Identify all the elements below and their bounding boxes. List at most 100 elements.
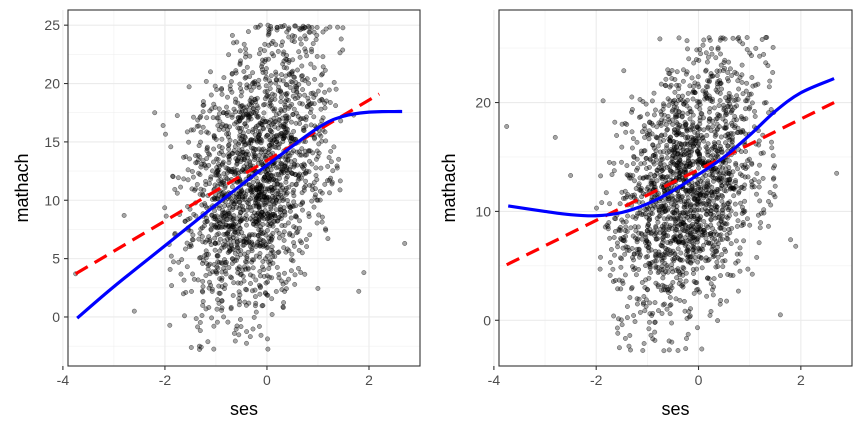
data-point (316, 141, 322, 147)
data-point (200, 278, 206, 284)
data-point (642, 211, 648, 217)
data-point (191, 276, 197, 282)
data-point (666, 338, 672, 344)
data-point (266, 56, 271, 62)
data-point (301, 166, 307, 172)
data-point (711, 140, 717, 146)
data-point (653, 223, 659, 229)
data-point (703, 258, 709, 264)
data-point (694, 266, 700, 272)
data-point (695, 133, 701, 139)
data-point (289, 101, 295, 107)
data-point (197, 320, 203, 325)
data-point (688, 306, 693, 312)
data-point (318, 106, 324, 112)
data-point (688, 214, 694, 219)
data-point (655, 143, 661, 149)
data-point (261, 102, 266, 108)
data-point (636, 247, 642, 253)
data-point (629, 129, 635, 135)
data-point (200, 239, 206, 245)
data-point (208, 69, 213, 75)
data-point (302, 25, 308, 31)
data-point (202, 253, 208, 259)
data-point (222, 183, 228, 189)
data-point (687, 116, 693, 122)
data-point (726, 94, 732, 99)
data-point (652, 300, 658, 306)
data-point (749, 160, 755, 166)
data-point (333, 86, 339, 92)
data-point (302, 152, 308, 158)
data-point (737, 245, 743, 251)
data-point (207, 261, 213, 267)
data-point (252, 80, 258, 86)
data-point (167, 322, 173, 328)
data-point (627, 175, 633, 181)
data-point (715, 264, 721, 269)
data-point (273, 289, 279, 294)
data-point (219, 284, 225, 290)
data-point (677, 176, 682, 182)
data-point (256, 77, 262, 83)
data-point (170, 173, 176, 179)
data-point (244, 329, 250, 335)
data-point (212, 247, 218, 253)
data-point (676, 35, 682, 41)
data-point (205, 339, 211, 345)
data-point (666, 347, 672, 353)
data-point (231, 330, 237, 336)
data-point (766, 198, 771, 204)
data-point (777, 312, 783, 318)
data-point (722, 112, 728, 118)
data-point (757, 162, 762, 168)
data-point (216, 161, 222, 167)
data-point (256, 323, 262, 329)
y-tick-label: 25 (44, 17, 60, 33)
data-point (224, 216, 230, 222)
data-point (302, 92, 308, 98)
data-point (204, 218, 210, 224)
data-point (749, 100, 755, 106)
data-point (219, 136, 225, 142)
data-point (308, 91, 314, 96)
data-point (611, 160, 617, 166)
data-point (281, 49, 287, 55)
data-point (237, 292, 243, 298)
data-point (241, 69, 247, 74)
data-point (739, 62, 745, 68)
data-point (307, 232, 313, 238)
data-point (278, 88, 283, 94)
data-point (206, 305, 212, 310)
data-point (597, 266, 603, 272)
data-point (246, 141, 252, 147)
data-point (312, 76, 318, 82)
data-point (323, 227, 329, 233)
data-point (671, 234, 677, 240)
data-point (200, 102, 206, 108)
data-point (724, 232, 730, 238)
data-point (200, 302, 206, 308)
data-point (290, 93, 296, 99)
data-point (834, 170, 840, 176)
data-point (304, 53, 310, 59)
data-point (207, 279, 212, 285)
data-point (719, 198, 725, 204)
data-point (636, 267, 642, 272)
data-point (718, 51, 723, 57)
data-point (227, 204, 233, 210)
data-point (247, 243, 253, 249)
data-point (200, 284, 206, 290)
data-point (302, 271, 308, 277)
data-point (231, 148, 237, 154)
data-point (224, 104, 229, 110)
data-point (229, 256, 235, 262)
data-point (262, 41, 268, 47)
data-point (197, 154, 203, 160)
data-point (665, 113, 671, 119)
data-point (216, 143, 222, 149)
data-point (212, 235, 218, 241)
data-point (269, 244, 275, 250)
data-point (207, 238, 213, 244)
data-point (675, 216, 681, 221)
